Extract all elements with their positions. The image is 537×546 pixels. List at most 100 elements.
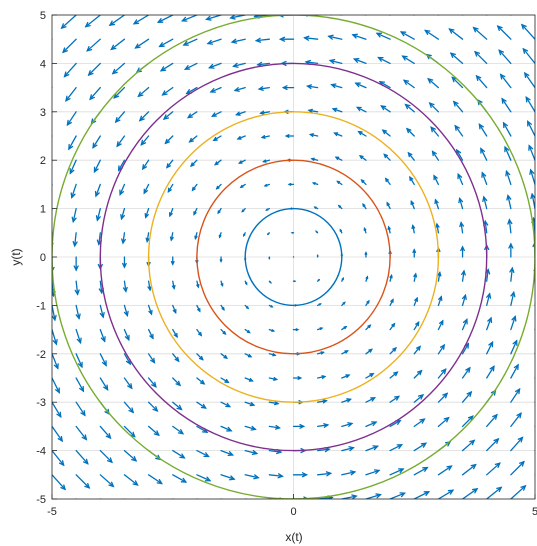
field-arrow — [427, 77, 440, 89]
field-arrow — [211, 111, 222, 117]
field-arrow — [60, 15, 77, 30]
field-arrow — [137, 86, 150, 98]
field-arrow — [212, 135, 222, 142]
field-arrow — [220, 474, 236, 481]
field-arrow — [220, 401, 232, 408]
field-arrow — [413, 418, 426, 428]
field-arrow — [413, 272, 418, 282]
field-arrow — [341, 276, 344, 282]
field-arrow — [387, 225, 391, 234]
field-arrow — [89, 86, 101, 101]
field-arrow — [363, 15, 367, 16]
field-arrow — [121, 232, 126, 245]
field-arrow — [69, 159, 77, 175]
field-arrow — [316, 327, 324, 331]
field-arrow — [316, 399, 328, 404]
field-arrow — [244, 328, 251, 334]
field-arrow — [460, 245, 465, 258]
field-arrow — [316, 423, 330, 428]
field-arrow — [52, 207, 53, 221]
field-arrow — [523, 71, 535, 89]
field-arrow — [110, 38, 126, 51]
field-arrow — [330, 15, 343, 16]
field-arrow — [510, 290, 516, 307]
field-arrow — [180, 15, 198, 22]
field-arrow — [480, 147, 488, 161]
field-arrow — [475, 74, 488, 89]
field-arrow — [215, 183, 222, 190]
field-arrow — [143, 183, 150, 195]
trajectory-r1 — [244, 207, 343, 307]
field-arrow — [287, 182, 295, 186]
x-tick-label: 0 — [290, 506, 296, 518]
field-arrow — [437, 319, 444, 331]
field-arrow — [147, 353, 156, 364]
field-arrow — [193, 207, 198, 216]
field-arrow — [364, 251, 368, 258]
field-arrow — [119, 183, 126, 196]
field-arrow — [365, 493, 382, 499]
field-arrow — [352, 57, 367, 65]
field-arrow — [399, 31, 415, 40]
field-arrow — [145, 232, 150, 243]
field-arrow — [99, 425, 112, 440]
field-arrow — [315, 230, 319, 234]
field-arrow — [266, 232, 271, 236]
field-arrow — [209, 86, 222, 93]
field-arrow — [162, 111, 174, 121]
field-arrow — [437, 15, 440, 16]
field-arrow — [99, 304, 105, 319]
field-arrow — [147, 425, 160, 437]
field-arrow — [381, 129, 391, 137]
field-arrow — [499, 73, 512, 89]
field-arrow — [461, 366, 471, 379]
y-tick-label: 4 — [40, 58, 46, 70]
field-arrow — [205, 15, 222, 21]
field-arrow — [172, 425, 185, 435]
field-arrow — [75, 353, 83, 369]
field-arrow — [461, 390, 473, 403]
field-arrow — [156, 15, 174, 23]
field-arrow — [437, 343, 446, 355]
field-arrow — [306, 84, 319, 90]
field-arrow — [116, 135, 126, 148]
field-arrow — [114, 111, 126, 124]
field-arrow — [510, 436, 524, 452]
x-tick-label: 5 — [532, 506, 537, 518]
trajectory-r2 — [196, 159, 391, 355]
field-arrow — [316, 351, 325, 355]
field-arrow — [138, 111, 150, 122]
field-arrow — [386, 201, 391, 210]
field-arrow — [191, 183, 198, 192]
field-arrow — [341, 398, 352, 403]
field-arrow — [268, 377, 279, 381]
field-arrow — [303, 35, 319, 41]
field-arrow — [68, 135, 77, 151]
field-arrow — [330, 83, 343, 89]
field-arrow — [208, 62, 222, 69]
field-arrow — [333, 132, 343, 137]
field-arrow — [52, 86, 53, 89]
field-arrow — [159, 62, 174, 72]
field-arrow — [217, 207, 222, 215]
field-arrow — [510, 484, 527, 499]
field-arrow — [243, 232, 246, 238]
field-arrow — [214, 159, 222, 166]
field-arrow — [341, 446, 355, 452]
field-arrow — [384, 177, 391, 186]
field-arrow — [52, 159, 53, 162]
field-arrow — [357, 130, 367, 137]
field-arrow — [244, 280, 248, 286]
field-arrow — [172, 474, 188, 483]
y-tick-label: -1 — [36, 300, 46, 312]
field-arrow — [172, 304, 177, 315]
field-arrow — [341, 422, 354, 428]
field-arrow — [510, 363, 519, 379]
field-arrow — [496, 25, 512, 40]
field-arrow — [123, 304, 129, 317]
field-arrow — [522, 47, 535, 65]
field-arrow — [52, 425, 64, 443]
field-arrow — [244, 353, 253, 358]
field-arrow — [278, 36, 295, 42]
